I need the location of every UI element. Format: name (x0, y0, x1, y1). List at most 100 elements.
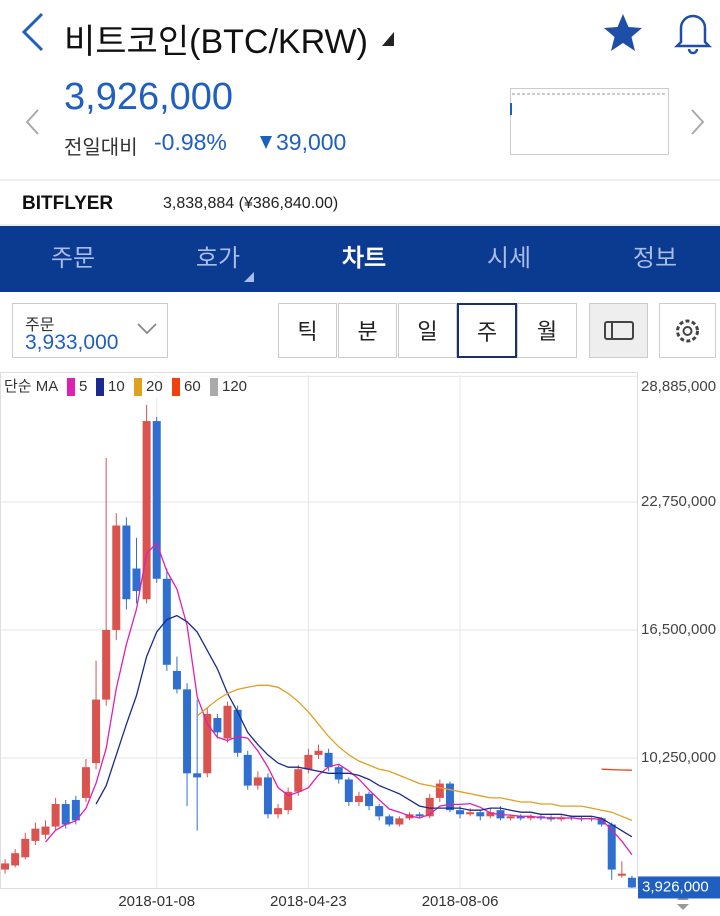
legend-label: 10 (108, 378, 125, 395)
order-label: 주문 (25, 317, 55, 334)
legend-swatch (134, 378, 142, 396)
y-tick-label: 22,750,000 (641, 493, 716, 510)
moving-average (196, 684, 633, 822)
back-button[interactable] (21, 12, 44, 52)
title: 비트코인(BTC/KRW) (64, 23, 368, 61)
candle-body (526, 816, 535, 819)
next-button[interactable] (691, 109, 705, 135)
legend-swatch (210, 378, 218, 396)
candle-body (425, 797, 434, 817)
tab[interactable]: 주문 (50, 245, 96, 272)
x-tick-label: 2018-01-08 (118, 893, 195, 910)
tab-arrow (244, 272, 254, 282)
tool-buttons (589, 303, 716, 358)
candle-body (476, 812, 485, 817)
candle-body (183, 689, 192, 774)
candle-body (233, 709, 242, 753)
order-price: 3,933,000 (25, 331, 119, 354)
change-rate: -0.98% (154, 129, 227, 155)
candle-body (435, 783, 444, 798)
candle-body (395, 818, 404, 825)
period-button-active[interactable]: 주 (457, 303, 517, 358)
period-button[interactable]: 분 (338, 303, 397, 358)
tab-active[interactable]: 차트 (341, 245, 387, 272)
legend-swatch (96, 378, 104, 396)
chart: 10,250,000 16,500,000 22,750,000 28,885,000… (0, 372, 720, 910)
candle-body (51, 804, 60, 827)
candle-body (253, 777, 262, 786)
alarm-bell[interactable] (673, 14, 713, 55)
legend-swatch (67, 378, 75, 396)
order-box[interactable] (12, 303, 168, 358)
legend-label: 20 (146, 378, 163, 395)
legend-swatch (172, 378, 180, 396)
plot-area (0, 372, 638, 889)
tab[interactable]: 호가 (195, 245, 241, 272)
candle-body (415, 814, 424, 817)
candle-body (506, 816, 515, 819)
tab[interactable]: 정보 (632, 245, 678, 272)
candle-body (284, 791, 293, 811)
candle-body (456, 810, 465, 815)
candle-body (203, 713, 212, 774)
tab-bar (0, 226, 720, 292)
candle-body (193, 773, 202, 778)
exchange-quote: 3,838,884 (¥386,840.00) (163, 195, 339, 212)
candle-body (466, 812, 475, 815)
candle-body (324, 752, 333, 768)
layout-icon (604, 321, 634, 340)
candle-body (102, 629, 111, 700)
legend-label: 60 (184, 378, 201, 395)
candle-body (162, 578, 171, 665)
candle-body (213, 718, 222, 733)
candle-body (607, 824, 616, 870)
legend-label: 5 (79, 378, 87, 395)
period-button[interactable]: 월 (517, 303, 577, 358)
current-price-label: 3,926,000 (642, 878, 709, 895)
mini-chart (510, 88, 669, 155)
candle-body (21, 838, 30, 858)
period-button[interactable]: 틱 (278, 303, 337, 358)
y-tick-label: 28,885,000 (641, 378, 716, 395)
candle-body (627, 877, 636, 888)
x-tick-label: 2018-04-23 (270, 893, 347, 910)
candle-body (71, 799, 80, 821)
candle-body (142, 421, 151, 600)
candle-body (597, 818, 606, 825)
change-label: 전일대비 (64, 137, 138, 159)
legend-label: 120 (222, 378, 247, 395)
candle-body (294, 769, 303, 792)
candle-body (11, 853, 20, 866)
legend-title: 단순 MA (4, 378, 58, 395)
candle-body (92, 699, 101, 764)
moving-average (601, 768, 632, 771)
moving-average (45, 541, 633, 855)
candle-body (1, 863, 10, 870)
candle-body (172, 670, 181, 690)
candle-body (486, 812, 495, 817)
prev-button[interactable] (25, 109, 39, 135)
x-tick-label: 2018-08-06 (422, 893, 499, 910)
candle-body (152, 421, 161, 579)
candle-body (31, 828, 40, 841)
order-chevron (137, 323, 157, 335)
layout-button[interactable] (589, 303, 648, 358)
dropdown-arrow[interactable] (382, 32, 394, 46)
candle-body (41, 826, 50, 835)
exchange-name: BITFLYER (22, 193, 114, 214)
candle-body (445, 783, 454, 811)
favorite-star[interactable] (604, 14, 642, 51)
candle-body (61, 804, 70, 825)
candle-body (314, 750, 323, 755)
moving-average (95, 614, 633, 838)
candle-body (243, 754, 252, 786)
change-amount: 39,000 (276, 129, 347, 155)
period-button[interactable]: 일 (398, 303, 457, 358)
candle-body (223, 705, 232, 739)
settings-button[interactable] (659, 303, 716, 358)
candle-body (365, 793, 374, 807)
candle-body (375, 806, 384, 817)
tab[interactable]: 시세 (486, 245, 532, 272)
candle-body (516, 816, 525, 819)
